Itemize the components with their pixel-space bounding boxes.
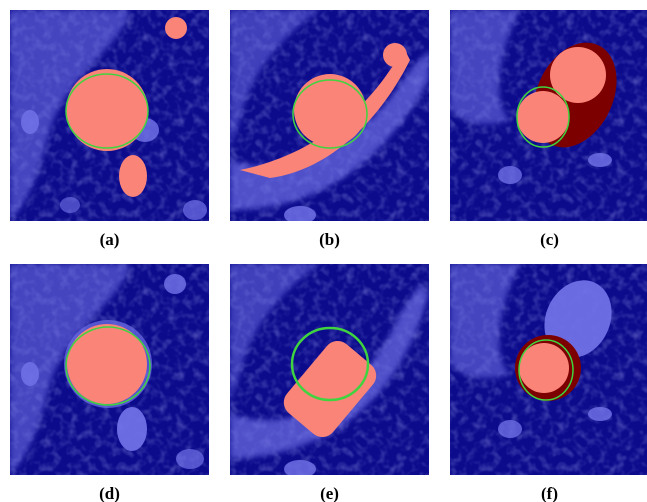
blob (117, 407, 147, 451)
image-content (230, 10, 429, 224)
caption: (e) (320, 484, 339, 502)
blob (60, 197, 80, 213)
caption: (c) (540, 230, 559, 249)
blob (284, 460, 316, 478)
caption: (b) (319, 230, 340, 249)
blob (588, 407, 612, 421)
blob (21, 110, 39, 134)
image-panel (230, 10, 429, 224)
blob (176, 449, 204, 469)
cell (119, 155, 147, 197)
blob (164, 274, 186, 294)
image-content (450, 10, 647, 221)
image-panel (10, 264, 209, 475)
image-panel (450, 10, 647, 221)
image-panel (10, 10, 209, 221)
image-content (450, 264, 647, 475)
blob (498, 420, 522, 438)
cell (294, 74, 366, 146)
cell (66, 69, 148, 151)
figure: (a) (b) (c) (d) (e) (f) (0, 0, 647, 502)
caption: (a) (100, 230, 120, 249)
cell (550, 47, 606, 103)
image-content (230, 264, 429, 478)
cell (165, 17, 187, 39)
cell (517, 91, 569, 143)
image-panel (230, 264, 429, 478)
caption: (d) (99, 484, 120, 502)
image-content (10, 264, 209, 475)
blob (498, 166, 522, 184)
blob (588, 153, 612, 167)
blob (21, 362, 39, 386)
caption: (f) (541, 484, 558, 502)
image-panel (450, 264, 647, 475)
cell (383, 43, 407, 67)
cell (519, 343, 569, 393)
blob (183, 200, 207, 220)
image-content (10, 10, 209, 221)
blob (284, 206, 316, 224)
